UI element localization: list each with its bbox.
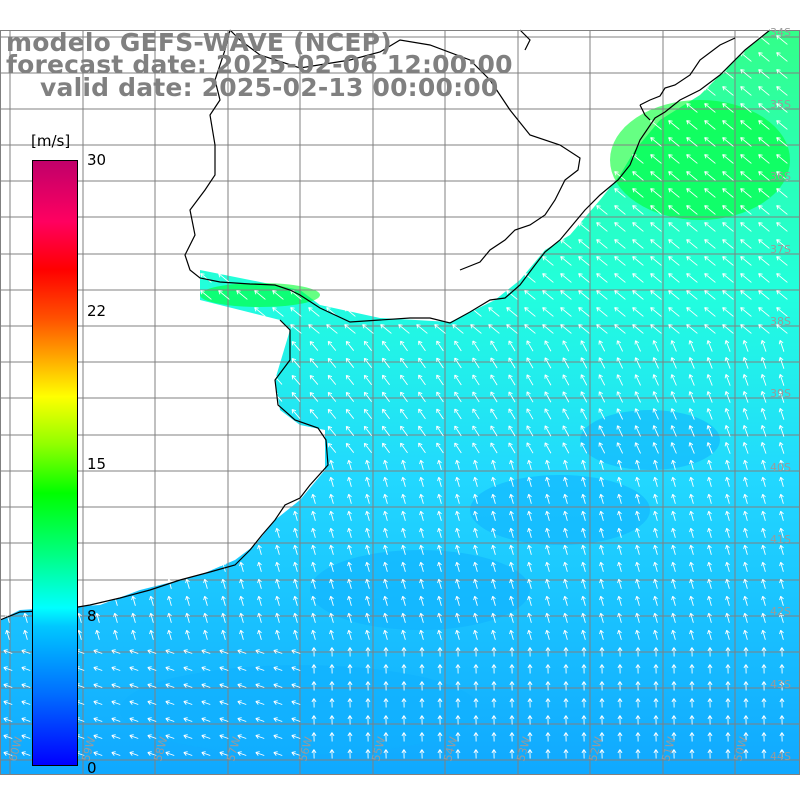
lat-label: 44S (770, 750, 791, 763)
colorbar-tick-0: 0 (87, 759, 97, 777)
lon-label: 52W (586, 735, 605, 763)
wind-arrows (3, 35, 788, 759)
title-model: modelo GEFS-WAVE (NCEP) (6, 28, 392, 57)
lat-label: 41S (770, 533, 791, 546)
lat-label: 37S (770, 243, 791, 256)
lon-label: 50W (731, 735, 750, 763)
longitude-labels: 60W 59W 58W 57W 56W 55W 54W 53W 52W 51W 50W (6, 735, 750, 763)
lon-label: 53W (514, 735, 533, 763)
lat-label: 42S (770, 605, 791, 618)
lon-label: 51W (659, 735, 678, 763)
lon-label: 60W (6, 735, 25, 763)
lon-label: 59W (79, 735, 98, 763)
lon-label: 56W (296, 735, 315, 763)
lat-label: 43S (770, 678, 791, 691)
lat-label: 36S (770, 170, 791, 183)
lat-label: 39S (770, 387, 791, 400)
lon-label: 55W (369, 735, 388, 763)
coastline (0, 29, 771, 621)
colorbar-tick-30: 30 (87, 151, 107, 169)
lon-label: 58W (151, 735, 170, 763)
wind-speed-field (0, 30, 800, 775)
title-valid-date: valid date: 2025-02-13 00:00:00 (40, 73, 499, 102)
lon-label: 54W (441, 735, 460, 763)
colorbar-tick-15: 15 (87, 455, 107, 473)
lat-label: 34S (770, 26, 791, 39)
colorbar-tick-8: 8 (87, 607, 97, 625)
lon-label: 57W (224, 735, 243, 763)
colorbar-tick-22: 22 (87, 302, 107, 320)
colorbar (32, 160, 78, 766)
title-forecast-date: forecast date: 2025-02-06 12:00:00 (6, 50, 513, 79)
lat-label: 35S (770, 98, 791, 111)
latitude-labels: 34S 35S 36S 37S 38S 39S 40S 41S 42S 43S 44S (770, 26, 791, 763)
lat-label: 38S (770, 315, 791, 328)
graticule (0, 30, 800, 775)
colorbar-units: [m/s] (31, 132, 71, 150)
lat-label: 40S (770, 461, 791, 474)
